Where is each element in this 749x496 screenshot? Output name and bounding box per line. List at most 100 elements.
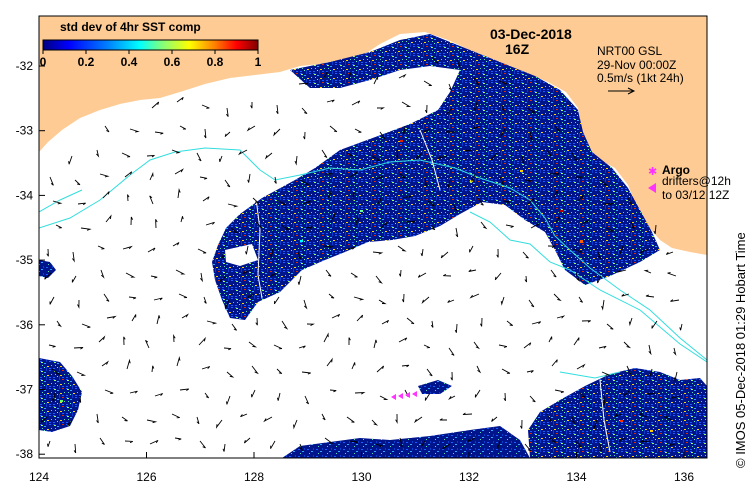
current-vector-arrow — [399, 173, 406, 179]
current-vector-arrow — [643, 269, 652, 274]
current-vector-arrow — [149, 195, 154, 205]
current-vector-arrow — [99, 437, 105, 445]
copyright-label: © IMOS 05-Dec-2018 01:29 Hobart Time — [733, 232, 748, 468]
current-vector-arrow — [354, 391, 366, 395]
current-vector-arrow — [129, 128, 140, 133]
current-vector-arrow — [196, 152, 202, 162]
current-vector-arrow — [227, 203, 239, 208]
current-vector-arrow — [96, 413, 99, 424]
current-vector-arrow — [251, 389, 256, 398]
current-vector-arrow — [197, 248, 207, 254]
current-vector-arrow — [639, 439, 651, 443]
colorbar-title: std dev of 4hr SST comp — [60, 20, 201, 34]
current-vector-arrow — [442, 443, 451, 450]
x-tick-label: 132 — [459, 470, 479, 484]
current-vector-arrow — [151, 365, 155, 373]
colorbar-tick-label: 0.2 — [78, 55, 95, 69]
current-vector-arrow — [450, 371, 453, 381]
current-vector-arrow — [371, 155, 380, 161]
current-vector-arrow — [178, 293, 188, 299]
current-vector-arrow — [52, 392, 56, 402]
current-vector-arrow — [298, 345, 306, 349]
current-vector-arrow — [601, 299, 605, 311]
bathymetry-contours — [39, 147, 707, 379]
current-vector-arrow — [201, 104, 210, 109]
drifters-label: drifters@12h — [662, 174, 731, 188]
current-vector-arrow — [149, 439, 159, 445]
current-vector-arrow — [231, 323, 237, 331]
current-vector-arrow — [479, 317, 483, 327]
current-vector-arrow — [330, 212, 336, 223]
current-vector-arrow — [124, 171, 133, 178]
current-vector-arrow — [380, 221, 388, 229]
current-vector-arrow — [462, 412, 473, 416]
current-vector-arrow — [349, 440, 359, 444]
current-vector-arrow — [500, 128, 506, 139]
current-vector-arrow — [651, 320, 658, 329]
y-tick-label: -37 — [16, 383, 34, 397]
current-vector-arrow — [346, 416, 355, 423]
current-vector-arrow — [597, 275, 602, 284]
current-vector-arrow — [524, 275, 528, 283]
current-vector-arrow — [74, 179, 81, 186]
current-vector-arrow — [326, 357, 333, 367]
current-vector-arrow — [205, 221, 215, 226]
current-vector-arrow — [49, 176, 54, 186]
current-vector-arrow — [554, 125, 561, 132]
current-vector-arrow — [302, 200, 311, 205]
current-vector-arrow — [372, 251, 384, 255]
current-vector-arrow — [398, 337, 408, 343]
current-vector-arrow — [473, 77, 480, 86]
current-vector-arrow — [467, 437, 476, 443]
current-vector-arrow — [263, 416, 273, 423]
current-vector-arrow — [147, 247, 156, 253]
current-vector-arrow — [579, 392, 587, 398]
current-vector-arrow — [447, 299, 455, 303]
current-vector-arrow — [270, 272, 277, 277]
current-vector-arrow — [123, 336, 126, 346]
current-vector-arrow — [153, 297, 163, 301]
current-vector-arrow — [174, 168, 184, 175]
current-vector-arrow — [73, 443, 77, 454]
current-vector-arrow — [215, 419, 223, 429]
current-vector-arrow — [250, 102, 253, 109]
current-vector-arrow — [456, 59, 462, 69]
current-vector-arrow — [200, 272, 204, 283]
current-vector-arrow — [613, 413, 623, 418]
current-vector-arrow — [420, 248, 424, 257]
current-vector-arrow — [665, 251, 674, 255]
current-vector-arrow — [242, 269, 252, 275]
current-vector-arrow — [81, 323, 91, 329]
current-vector-arrow — [668, 443, 676, 447]
y-tick-label: -33 — [16, 124, 34, 138]
current-vector-arrow — [202, 196, 210, 202]
y-tick-label: -35 — [16, 253, 34, 267]
current-vector-arrow — [546, 149, 552, 157]
current-vector-arrow — [424, 104, 428, 113]
current-vector-arrow — [77, 299, 80, 309]
current-vector-arrow — [673, 347, 677, 356]
current-vector-arrow — [323, 332, 329, 343]
current-vector-arrow — [329, 125, 338, 133]
current-vector-arrow — [128, 296, 137, 300]
current-vector-arrow — [348, 72, 352, 82]
x-axis: 124 126 128 130 132 134 136 — [29, 452, 694, 484]
current-vector-arrow — [575, 272, 580, 282]
current-vector-arrow — [421, 440, 426, 447]
current-vector-arrow — [104, 389, 114, 395]
current-vector-arrow — [667, 272, 677, 277]
current-vector-arrow — [439, 418, 447, 421]
current-vector-arrow — [356, 314, 364, 322]
current-vector-arrow — [47, 440, 51, 447]
current-vector-arrow — [601, 371, 611, 376]
current-vector-arrow — [203, 128, 207, 139]
current-vector-arrow — [270, 248, 274, 258]
current-vector-arrow — [526, 107, 536, 113]
current-vector-arrow — [129, 390, 138, 394]
coast-outline — [254, 129, 611, 453]
current-vector-arrow — [106, 315, 117, 319]
current-vector-arrow — [645, 294, 655, 298]
current-vector-arrow — [598, 345, 607, 349]
current-vector-arrow — [413, 416, 423, 424]
current-vector-arrow — [71, 275, 77, 283]
